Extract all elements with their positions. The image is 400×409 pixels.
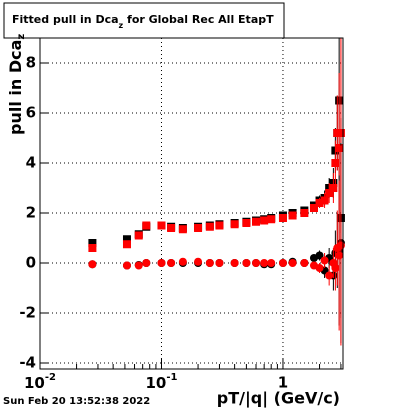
- circle-marker: [267, 259, 276, 267]
- circle-marker: [278, 259, 287, 267]
- y-tick-label: 8: [26, 54, 36, 72]
- plot-area: [39, 38, 345, 369]
- circle-marker: [320, 256, 329, 265]
- circle-marker: [167, 259, 176, 267]
- square-marker: [157, 221, 166, 230]
- x-tick-label: 10-2: [24, 372, 56, 392]
- circle-marker: [252, 259, 261, 267]
- square-marker: [230, 220, 239, 229]
- square-marker: [242, 219, 251, 227]
- square-marker: [122, 240, 131, 249]
- circle-marker: [336, 241, 345, 250]
- circle-marker: [205, 259, 214, 267]
- y-tick-label: 2: [26, 204, 36, 222]
- y-tick-label: -4: [19, 354, 36, 372]
- y-label-text: pull in Dca: [6, 40, 25, 135]
- x-tick-exponent: -1: [166, 372, 177, 383]
- circle-marker: [335, 251, 344, 260]
- circle-marker: [242, 259, 251, 267]
- square-marker: [167, 224, 176, 232]
- square-marker: [122, 235, 131, 244]
- x-tick-exponent: -2: [45, 372, 56, 383]
- y-tick-label: -2: [19, 304, 36, 322]
- x-tick-base: 10: [24, 374, 45, 392]
- y-axis-label: pull in Dcaz: [6, 34, 28, 135]
- square-marker: [329, 184, 338, 192]
- circle-marker: [325, 271, 334, 280]
- square-marker: [278, 214, 287, 222]
- square-marker: [315, 199, 324, 207]
- circle-marker: [122, 261, 131, 270]
- y-tick-label: 6: [26, 104, 36, 122]
- chart-title: Fitted pull in Dcaz for Global Rec All E…: [12, 13, 274, 30]
- square-marker: [252, 217, 261, 226]
- title-text: Fitted pull in Dca: [12, 13, 119, 26]
- square-marker: [88, 244, 97, 252]
- title-subscript: z: [119, 21, 124, 30]
- circle-marker: [215, 259, 224, 267]
- square-marker: [331, 159, 340, 167]
- y-label-subscript: z: [16, 34, 27, 40]
- square-marker: [194, 224, 203, 232]
- square-marker: [205, 222, 214, 231]
- square-marker: [309, 204, 318, 212]
- circle-marker: [315, 264, 324, 272]
- circle-marker: [260, 259, 269, 267]
- circle-marker: [142, 259, 151, 267]
- x-tick-label: 10-1: [145, 372, 177, 392]
- x-tick-base: 10: [145, 374, 166, 392]
- square-marker: [178, 225, 187, 234]
- circle-marker: [194, 257, 203, 266]
- square-marker: [267, 215, 276, 224]
- square-marker: [325, 189, 334, 197]
- circle-marker: [178, 257, 187, 266]
- x-axis-label: pT/|q| (GeV/c): [217, 389, 340, 409]
- circle-marker: [157, 259, 166, 267]
- circle-marker: [230, 259, 239, 267]
- title-rest: for Global Rec All EtapT: [123, 13, 274, 26]
- title-box: [3, 2, 285, 39]
- square-marker: [288, 211, 297, 220]
- footer: Sun Feb 20 13:52:38 2022: [3, 396, 150, 407]
- circle-marker: [331, 264, 340, 272]
- y-tick-label: 0: [26, 254, 36, 272]
- circle-marker: [288, 259, 297, 267]
- square-marker: [142, 221, 151, 230]
- square-marker: [88, 239, 97, 247]
- square-marker: [134, 231, 143, 240]
- circle-marker: [300, 259, 309, 267]
- square-marker: [215, 221, 224, 230]
- circle-marker: [315, 251, 324, 260]
- square-marker: [260, 216, 269, 225]
- square-marker: [335, 144, 344, 152]
- circle-marker: [88, 260, 97, 269]
- square-marker: [336, 129, 345, 137]
- y-tick-label: 4: [26, 154, 36, 172]
- circle-marker: [134, 261, 143, 270]
- x-tick-label: 1: [278, 374, 288, 392]
- square-marker: [300, 209, 309, 217]
- square-marker: [320, 196, 329, 205]
